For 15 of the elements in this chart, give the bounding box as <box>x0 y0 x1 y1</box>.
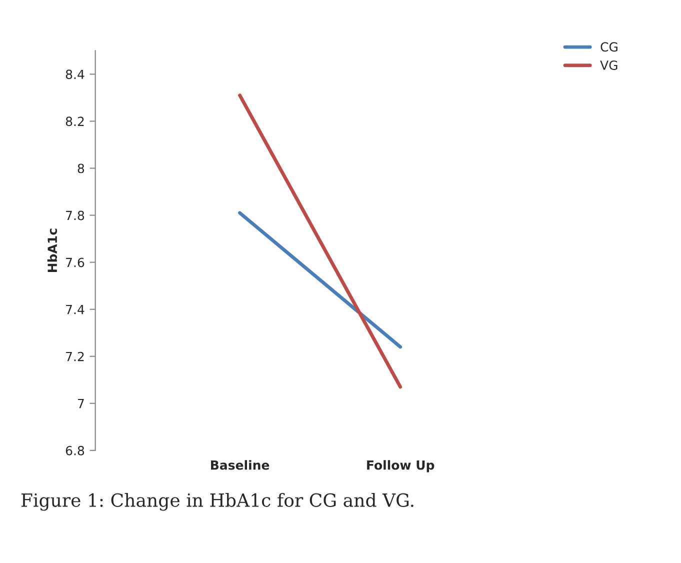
y-tick-label: 7.4 <box>66 304 84 314</box>
x-tick-label: Follow Up <box>367 460 434 472</box>
y-tick-label: 7.6 <box>66 258 84 268</box>
y-tick-label: 7.8 <box>66 210 84 220</box>
y-tick-label: 7.2 <box>66 352 84 362</box>
legend-label: CG <box>600 42 618 52</box>
y-axis-title: HbA1c <box>47 228 58 272</box>
y-tick-label: 8.2 <box>66 116 84 126</box>
y-tick-label: 8 <box>78 164 84 174</box>
x-tick-label: Baseline <box>211 460 270 470</box>
caption: Figure 1: Change in HbA1c for CG and VG. <box>21 492 414 511</box>
y-tick-label: 8.4 <box>66 70 84 80</box>
legend-label: VG <box>600 60 618 70</box>
y-tick-label: 7 <box>78 399 84 408</box>
y-tick-label: 6.8 <box>66 446 84 456</box>
